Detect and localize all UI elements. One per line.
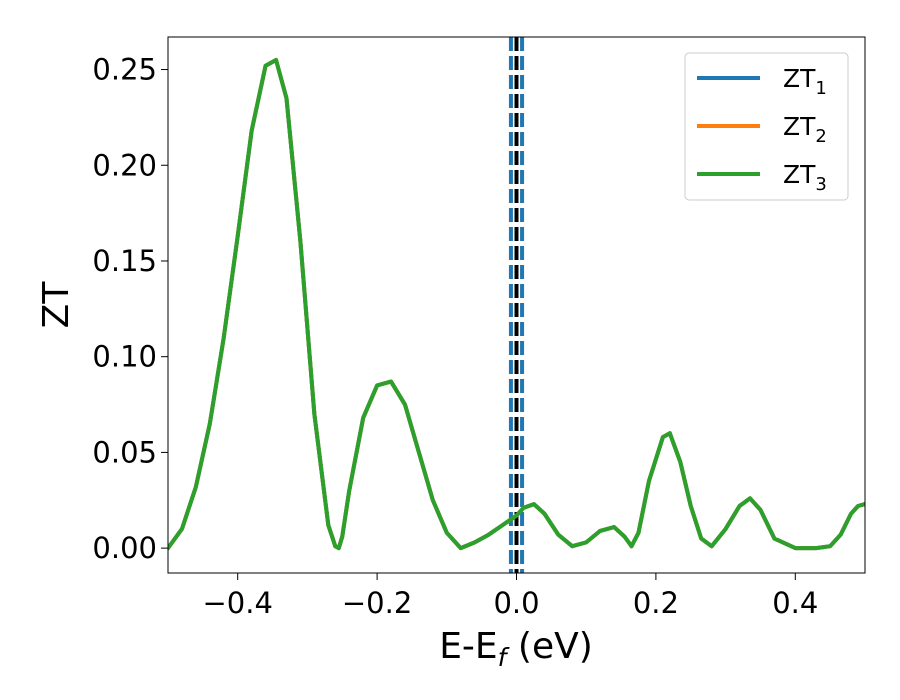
y-tick-label: 0.00 [92,531,157,565]
series-lines [168,57,865,551]
x-axis-title: E-Ef (eV) [439,626,593,672]
y-tick-label: 0.05 [92,435,157,469]
x-tick-label: −0.2 [342,586,412,620]
legend: ZT1 ZT2 ZT3 [684,52,849,201]
y-tick-label: 0.20 [92,148,157,182]
x-axis-title-main: E-E [439,626,497,667]
y-tick-label: 0.25 [92,53,157,87]
legend-label-2: ZT2 [783,112,827,147]
y-tick-label: 0.15 [92,244,157,278]
x-tick-label: −0.4 [202,586,272,620]
y-axis-ticks: 0.00 0.05 0.10 0.15 0.20 0.25 [92,53,168,565]
legend-label-1: ZT1 [783,64,827,99]
y-tick-label: 0.10 [92,340,157,374]
legend-box [684,52,849,201]
x-tick-label: 0.2 [633,586,679,620]
legend-label-3: ZT3 [783,160,827,195]
series-line-3 [168,57,865,551]
legend-entries: ZT1 ZT2 ZT3 [697,64,827,195]
reference-lines [508,37,525,573]
x-tick-label: 0.0 [493,586,539,620]
x-axis-ticks: −0.4 −0.2 0.0 0.2 0.4 [202,573,818,620]
x-tick-label: 0.4 [772,586,818,620]
y-axis-title: ZT [36,281,77,329]
x-axis-title-suffix: (eV) [506,626,592,667]
